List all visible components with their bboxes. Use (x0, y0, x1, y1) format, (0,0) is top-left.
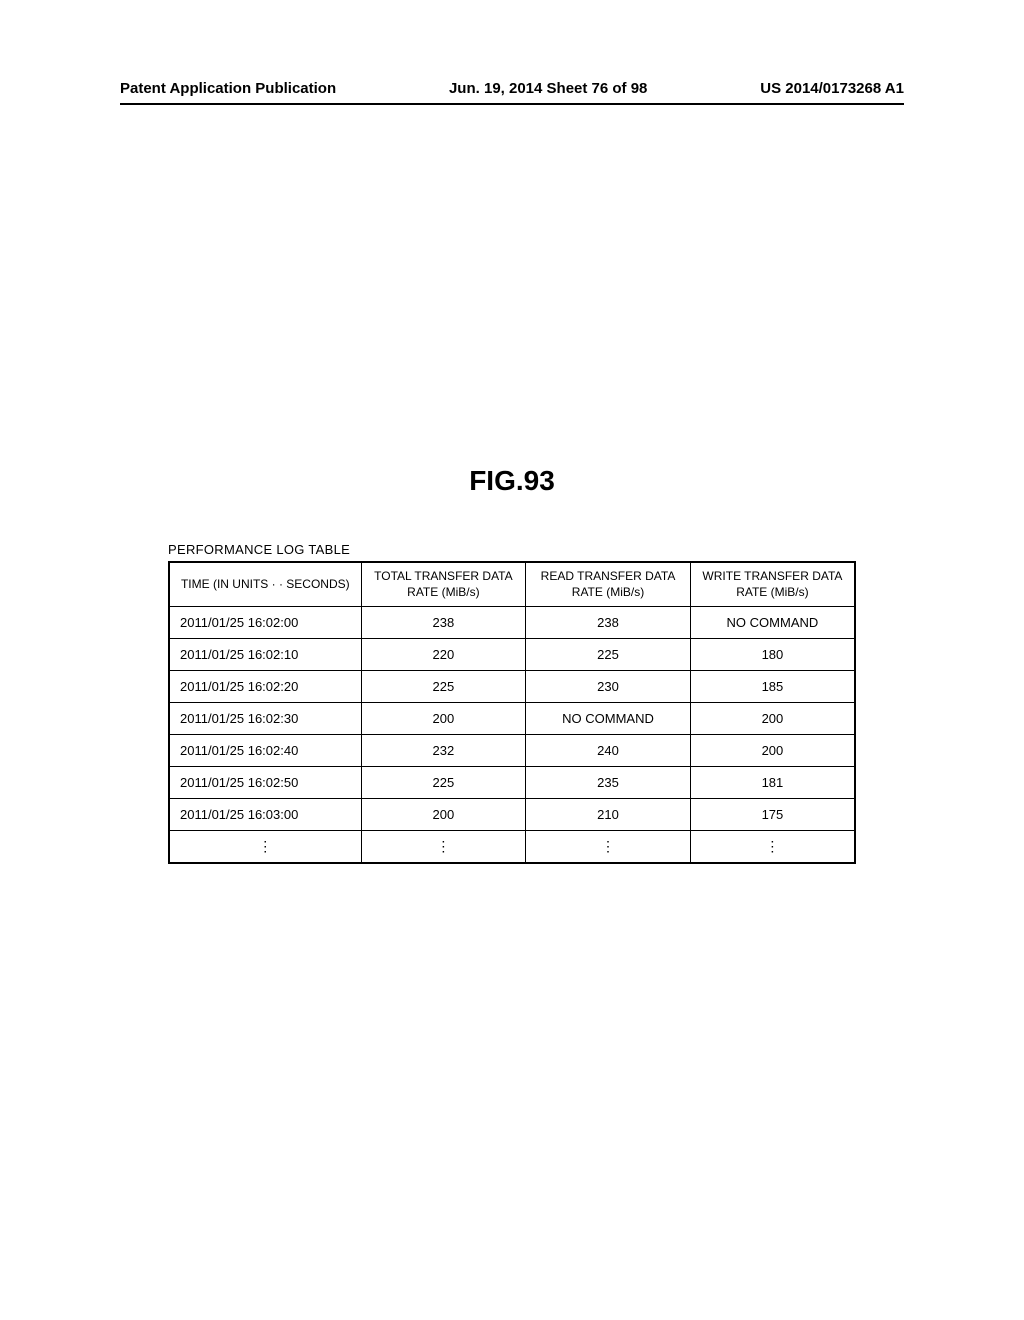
cell-write: 185 (690, 671, 855, 703)
cell-write: 200 (690, 735, 855, 767)
cell-time: 2011/01/25 16:03:00 (169, 799, 361, 831)
figure-title: FIG.93 (120, 465, 904, 497)
vdots-icon: ⋮ (258, 838, 272, 854)
cell-time: 2011/01/25 16:02:20 (169, 671, 361, 703)
cell-write: 200 (690, 703, 855, 735)
cell-total: 238 (361, 607, 526, 639)
cell-read: 240 (526, 735, 691, 767)
table-row: 2011/01/25 16:02:30 200 NO COMMAND 200 (169, 703, 855, 735)
table-row: 2011/01/25 16:02:50 225 235 181 (169, 767, 855, 799)
table-body: 2011/01/25 16:02:00 238 238 NO COMMAND 2… (169, 607, 855, 863)
table-wrapper: TIME (IN UNITS · · SECONDS) TOTAL TRANSF… (168, 561, 856, 864)
ellipsis-cell: ⋮ (361, 831, 526, 863)
cell-time: 2011/01/25 16:02:30 (169, 703, 361, 735)
table-row: 2011/01/25 16:02:40 232 240 200 (169, 735, 855, 767)
cell-write: 180 (690, 639, 855, 671)
col-header-read: READ TRANSFER DATA RATE (MiB/s) (526, 562, 691, 607)
cell-total: 200 (361, 703, 526, 735)
cell-total: 200 (361, 799, 526, 831)
cell-total: 225 (361, 767, 526, 799)
page-header: Patent Application Publication Jun. 19, … (120, 80, 904, 105)
ellipsis-cell: ⋮ (690, 831, 855, 863)
cell-time: 2011/01/25 16:02:50 (169, 767, 361, 799)
col-header-total: TOTAL TRANSFER DATA RATE (MiB/s) (361, 562, 526, 607)
header-right: US 2014/0173268 A1 (760, 80, 904, 97)
col-header-time: TIME (IN UNITS · · SECONDS) (169, 562, 361, 607)
cell-read: 225 (526, 639, 691, 671)
cell-total: 225 (361, 671, 526, 703)
ellipsis-cell: ⋮ (526, 831, 691, 863)
table-ellipsis-row: ⋮ ⋮ ⋮ ⋮ (169, 831, 855, 863)
vdots-icon: ⋮ (765, 838, 779, 854)
cell-time: 2011/01/25 16:02:00 (169, 607, 361, 639)
table-header-row: TIME (IN UNITS · · SECONDS) TOTAL TRANSF… (169, 562, 855, 607)
table-row: 2011/01/25 16:02:20 225 230 185 (169, 671, 855, 703)
cell-total: 232 (361, 735, 526, 767)
cell-read: NO COMMAND (526, 703, 691, 735)
cell-time: 2011/01/25 16:02:40 (169, 735, 361, 767)
cell-total: 220 (361, 639, 526, 671)
table-caption: PERFORMANCE LOG TABLE (168, 542, 904, 557)
header-left: Patent Application Publication (120, 80, 336, 97)
table-row: 2011/01/25 16:02:00 238 238 NO COMMAND (169, 607, 855, 639)
cell-write: NO COMMAND (690, 607, 855, 639)
cell-read: 238 (526, 607, 691, 639)
vdots-icon: ⋮ (601, 838, 615, 854)
table-row: 2011/01/25 16:02:10 220 225 180 (169, 639, 855, 671)
col-header-write: WRITE TRANSFER DATA RATE (MiB/s) (690, 562, 855, 607)
cell-time: 2011/01/25 16:02:10 (169, 639, 361, 671)
performance-log-table: TIME (IN UNITS · · SECONDS) TOTAL TRANSF… (168, 561, 856, 864)
cell-read: 210 (526, 799, 691, 831)
header-center: Jun. 19, 2014 Sheet 76 of 98 (449, 80, 647, 97)
table-row: 2011/01/25 16:03:00 200 210 175 (169, 799, 855, 831)
vdots-icon: ⋮ (436, 838, 450, 854)
ellipsis-cell: ⋮ (169, 831, 361, 863)
cell-read: 230 (526, 671, 691, 703)
cell-write: 175 (690, 799, 855, 831)
cell-write: 181 (690, 767, 855, 799)
patent-page: Patent Application Publication Jun. 19, … (0, 0, 1024, 1320)
cell-read: 235 (526, 767, 691, 799)
